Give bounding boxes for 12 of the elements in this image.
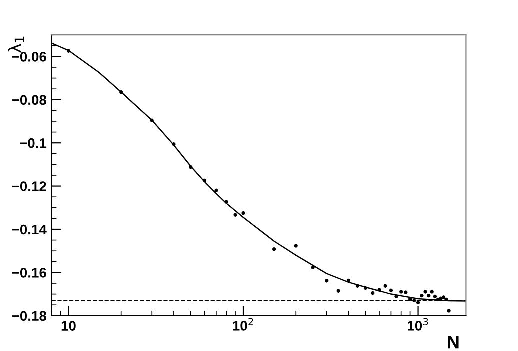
y-tick-label: −0.16 xyxy=(12,268,46,278)
x-tick-label: 10 xyxy=(62,321,76,331)
y-tick-label: −0.18 xyxy=(12,311,47,322)
y-tick-label: −0.06 xyxy=(12,52,46,62)
y-tick-label: −0.1 xyxy=(20,138,47,148)
x-tick-label: 10$^{3}$ xyxy=(408,318,428,331)
x-tick-label: 10$^{2}$ xyxy=(233,318,254,331)
y-axis-title: λ$_{1}$ xyxy=(8,36,24,53)
x-axis-title: N xyxy=(448,336,459,349)
y-tick-label: −0.14 xyxy=(12,224,47,235)
y-tick-label: −0.12 xyxy=(12,182,46,192)
y-tick-label: −0.08 xyxy=(12,95,47,106)
